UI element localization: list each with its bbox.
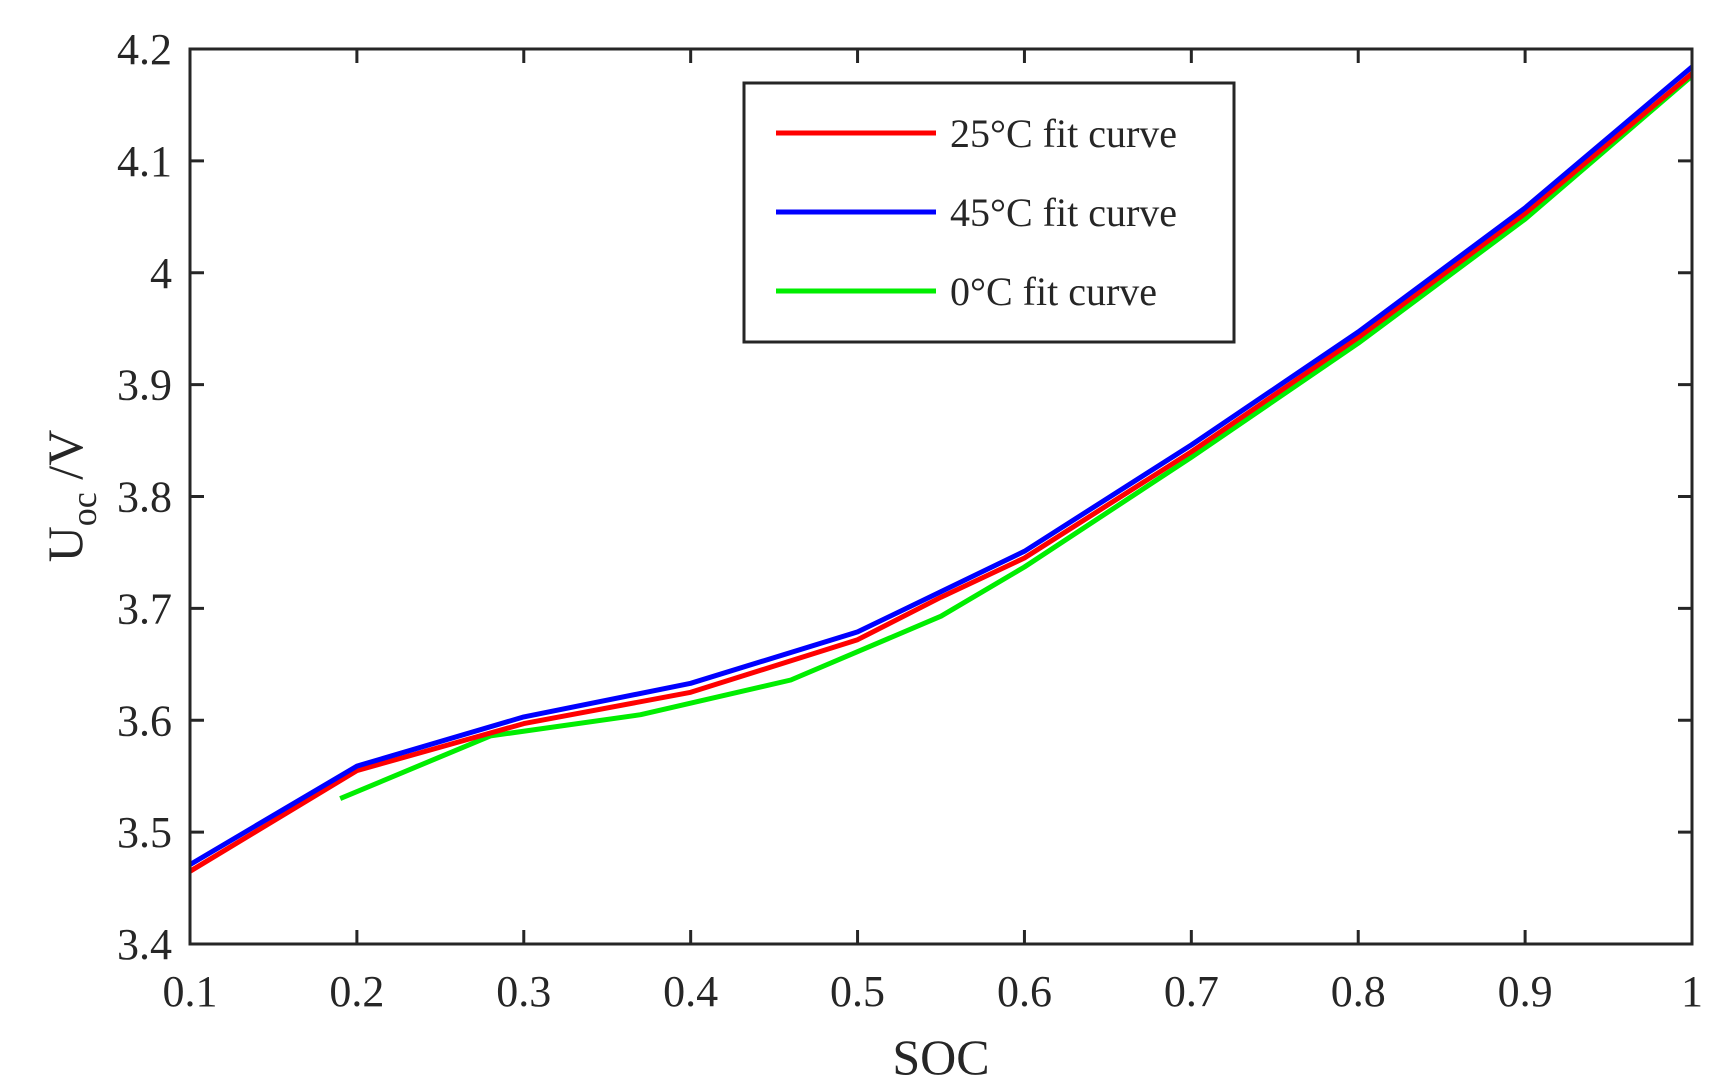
x-tick-label: 0.5 xyxy=(830,967,885,1016)
y-tick-label: 3.5 xyxy=(117,808,172,857)
y-tick-label: 4.2 xyxy=(117,25,172,74)
y-tick-label: 3.4 xyxy=(117,920,172,969)
legend-entry-45c: 45°C fit curve xyxy=(776,190,1177,235)
series-line-45c xyxy=(188,64,1694,867)
series-layer xyxy=(188,64,1694,874)
x-axis-label: SOC xyxy=(892,1029,989,1082)
series-line-0c xyxy=(339,74,1694,801)
y-tick-label: 4 xyxy=(150,249,172,298)
x-tick-label: 0.8 xyxy=(1331,967,1386,1016)
x-axis: 0.1 0.2 0.3 0.4 0.5 0.6 0.7 0.8 0.9 1 xyxy=(163,49,1703,1016)
y-tick-label: 3.7 xyxy=(117,584,172,633)
legend-label-25c: 25°C fit curve xyxy=(950,111,1177,156)
y-axis: 3.4 3.5 3.6 3.7 3.8 3.9 4 4.1 4.2 xyxy=(117,25,1692,969)
legend-label-0c: 0°C fit curve xyxy=(950,269,1157,314)
x-tick-label: 0.1 xyxy=(163,967,218,1016)
y-axis-label: Uoc /V xyxy=(37,430,104,563)
x-tick-label: 0.6 xyxy=(997,967,1052,1016)
x-tick-label: 0.2 xyxy=(329,967,384,1016)
x-tick-label: 0.9 xyxy=(1498,967,1553,1016)
x-tick-label: 0.7 xyxy=(1164,967,1219,1016)
legend: 25°C fit curve 45°C fit curve 0°C fit cu… xyxy=(742,81,1236,344)
legend-entry-0c: 0°C fit curve xyxy=(776,269,1157,314)
y-tick-label: 3.6 xyxy=(117,696,172,745)
legend-entry-25c: 25°C fit curve xyxy=(776,111,1177,156)
y-axis-label-main: U xyxy=(37,526,93,562)
y-tick-label: 4.1 xyxy=(117,137,172,186)
legend-label-45c: 45°C fit curve xyxy=(950,190,1177,235)
x-tick-label: 0.4 xyxy=(663,967,718,1016)
x-tick-label: 0.3 xyxy=(496,967,551,1016)
y-tick-label: 3.8 xyxy=(117,473,172,522)
y-tick-label: 3.9 xyxy=(117,361,172,410)
series-line-25c xyxy=(188,71,1694,874)
y-axis-label-group: Uoc /V xyxy=(37,430,104,563)
y-axis-label-sub: oc xyxy=(64,492,104,526)
y-axis-label-unit: /V xyxy=(37,430,93,493)
x-tick-label: 1 xyxy=(1681,967,1703,1016)
